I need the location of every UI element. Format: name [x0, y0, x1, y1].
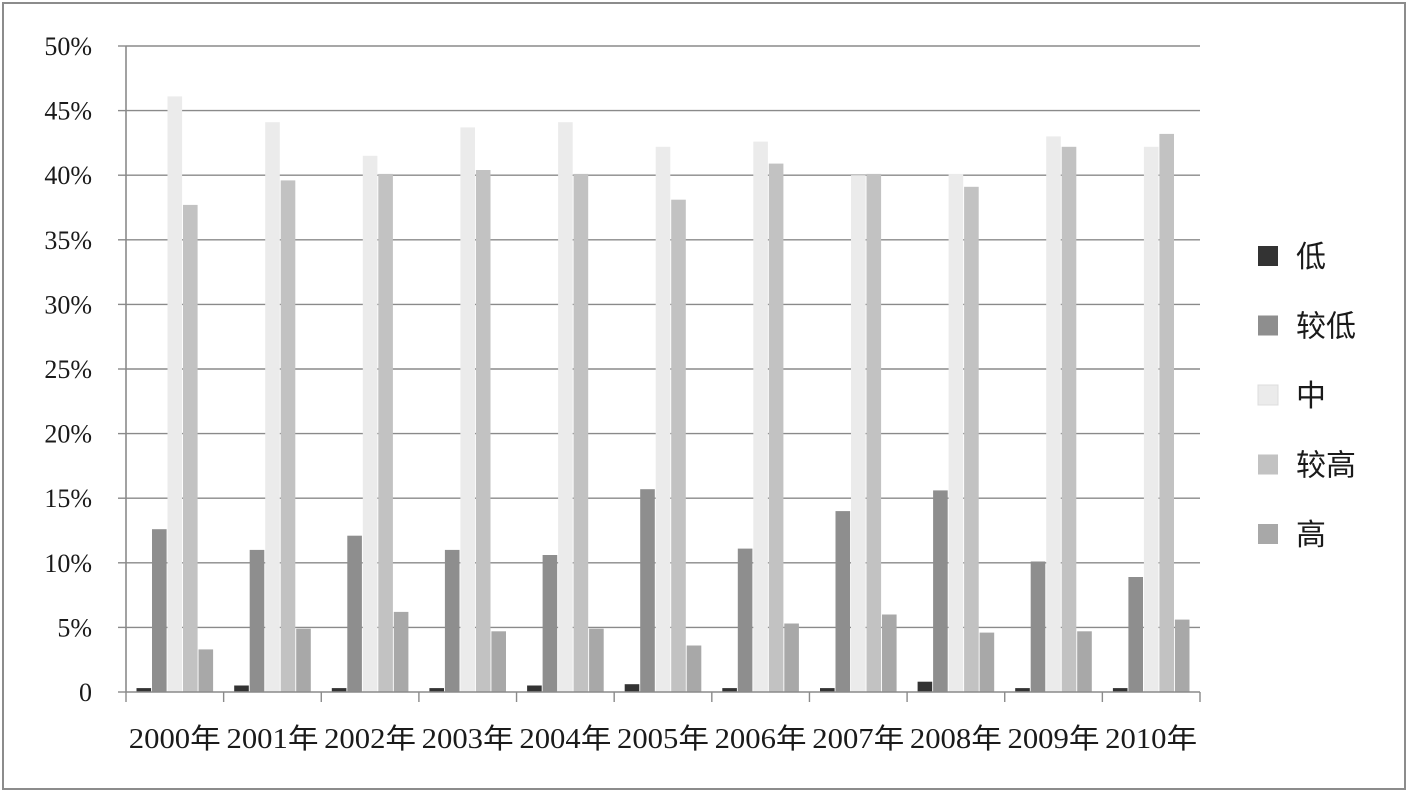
bar [866, 173, 882, 692]
bar [429, 688, 444, 692]
bar [820, 688, 835, 692]
bar [640, 489, 655, 692]
bar [917, 681, 933, 692]
bar [198, 649, 214, 692]
x-category-label: 2009年 [1008, 723, 1100, 755]
bar [542, 555, 558, 692]
bar [624, 684, 640, 692]
bar [979, 632, 995, 692]
legend-label: 较高 [1296, 450, 1356, 483]
bar [768, 163, 784, 693]
legend-swatch [1258, 524, 1278, 544]
bar [722, 688, 737, 692]
bar [296, 628, 311, 692]
bar [558, 122, 573, 692]
x-category-label: 2002年 [324, 723, 416, 755]
bar [183, 204, 198, 692]
bar [1174, 619, 1190, 692]
legend-label: 较低 [1296, 311, 1356, 344]
bar [362, 155, 378, 693]
legend-swatch [1258, 246, 1278, 266]
bar [737, 548, 753, 692]
y-tick-label: 35% [44, 226, 92, 255]
bar [1143, 146, 1159, 693]
y-tick-label: 40% [44, 161, 92, 190]
bar [444, 549, 460, 692]
bar [882, 614, 897, 692]
bar [933, 490, 948, 692]
x-axis-category-labels: 2000年 2001年 2002年 2003年 2004年 2005年 2006年 2007年… [129, 723, 1197, 755]
x-category-label: 2006年 [715, 723, 807, 755]
bar [1061, 146, 1077, 693]
legend-label: 高 [1296, 519, 1326, 552]
bar [753, 141, 768, 693]
y-axis-tick-labels: 0 5% 10% 15% 20% 25% 30% 35% 40% 45% 50% [44, 32, 92, 707]
x-category-label: 2007年 [812, 723, 904, 755]
bar [347, 535, 362, 692]
legend-label: 中 [1296, 380, 1326, 413]
bar [948, 173, 964, 692]
bar [460, 127, 475, 692]
bar [167, 96, 183, 692]
y-tick-label: 10% [44, 549, 92, 578]
bar [265, 122, 280, 692]
x-category-label: 2003年 [422, 723, 514, 755]
bar [1077, 631, 1092, 692]
bar [1112, 688, 1128, 692]
bar [234, 685, 249, 692]
bar [152, 529, 167, 692]
x-category-label: 2000年 [129, 723, 221, 755]
bar [136, 688, 152, 692]
axes [125, 46, 1201, 702]
y-tick-label: 0 [79, 678, 92, 707]
bar [331, 688, 347, 692]
x-category-label: 2010年 [1105, 723, 1197, 755]
bar-chart: 0 5% 10% 15% 20% 25% 30% 35% 40% 45% 50% 2000年 2001… [44, 32, 1356, 755]
bar [671, 199, 686, 692]
bar [280, 180, 296, 692]
bars [136, 96, 1190, 693]
y-tick-label: 20% [44, 420, 92, 449]
bar [655, 146, 671, 693]
bar [964, 186, 979, 693]
bar [491, 631, 506, 692]
bar [589, 628, 604, 692]
y-tick-label: 5% [57, 613, 92, 642]
bar [1030, 561, 1046, 692]
y-tick-label: 30% [44, 290, 92, 319]
bar [393, 611, 409, 692]
y-tick-label: 15% [44, 484, 92, 513]
bar [249, 549, 265, 692]
x-category-label: 2004年 [519, 723, 611, 755]
bar [1046, 136, 1061, 692]
bar [851, 175, 866, 692]
y-tick-label: 45% [44, 97, 92, 126]
bar [1128, 577, 1143, 692]
bar [1015, 688, 1030, 692]
bar [835, 511, 851, 692]
x-category-label: 2001年 [227, 723, 319, 755]
y-tick-label: 50% [44, 32, 92, 61]
bar [475, 170, 491, 692]
bar [784, 623, 799, 692]
bar [378, 173, 393, 692]
legend-swatch [1258, 315, 1278, 336]
legend-swatch [1258, 454, 1278, 475]
bar [686, 645, 702, 692]
legend-swatch [1257, 384, 1279, 406]
legend-label: 低 [1296, 241, 1326, 274]
y-tick-label: 25% [44, 355, 92, 384]
x-category-label: 2008年 [910, 723, 1002, 755]
bar [573, 173, 589, 692]
x-category-label: 2005年 [617, 723, 709, 755]
bar [527, 685, 542, 692]
bar [1159, 133, 1174, 692]
